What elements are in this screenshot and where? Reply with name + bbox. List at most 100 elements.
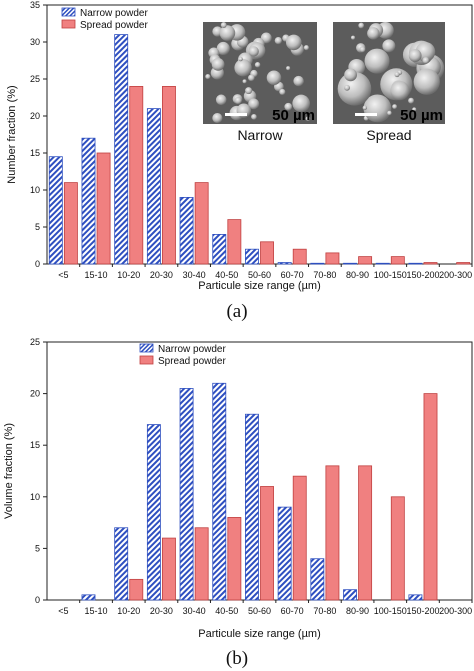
x-axis-label: Particule size range (µm) bbox=[198, 628, 321, 640]
spread-bar-10 bbox=[390, 496, 405, 601]
chart-panel-0: 0 5 10 15 20 25 30 35 <5 15-10 10-20 20-30 30-40 40-5… bbox=[6, 0, 473, 322]
scale-bar-label: 50 µm bbox=[400, 107, 443, 124]
particle bbox=[220, 22, 227, 28]
legend-swatch-0 bbox=[139, 343, 154, 353]
particle bbox=[350, 35, 356, 40]
x-tick-label: 200-300 bbox=[439, 606, 472, 616]
legend-label-0: Narrow powder bbox=[158, 344, 226, 355]
particle bbox=[358, 22, 365, 29]
spread-bar-3 bbox=[162, 86, 176, 265]
inset-micrograph-1: 50 µm Spread bbox=[333, 22, 445, 143]
spread-bar-9 bbox=[358, 256, 373, 265]
x-tick-label: 15-10 bbox=[85, 606, 108, 616]
spread-bar-1 bbox=[96, 152, 111, 265]
particle bbox=[279, 88, 286, 96]
spread-bar-2 bbox=[129, 86, 144, 265]
narrow-bar-9 bbox=[343, 589, 357, 601]
spread-bar-11 bbox=[423, 393, 438, 601]
spread-bar-4 bbox=[194, 527, 209, 601]
panel-label: (b) bbox=[226, 648, 248, 669]
y-tick-label: 0 bbox=[35, 259, 40, 269]
particle bbox=[216, 41, 230, 56]
narrow-bar-9 bbox=[343, 262, 357, 265]
narrow-bar-4 bbox=[179, 196, 194, 265]
particle bbox=[285, 34, 302, 51]
particle bbox=[382, 39, 396, 53]
x-tick-label: 70-80 bbox=[313, 270, 336, 280]
x-tick-label: 150-200 bbox=[406, 270, 439, 280]
spread-bar-6 bbox=[260, 241, 274, 265]
spread-bar-9 bbox=[358, 465, 373, 601]
particle bbox=[408, 49, 422, 62]
scale-bar bbox=[225, 113, 247, 116]
legend-label-1: Spread powder bbox=[80, 20, 148, 31]
spread-bar-7 bbox=[292, 248, 307, 265]
particle bbox=[367, 27, 380, 40]
y-tick-label: 30 bbox=[30, 37, 40, 47]
y-tick-label: 5 bbox=[35, 543, 40, 553]
spread-bar-8 bbox=[325, 252, 340, 265]
x-tick-label: 30-40 bbox=[183, 606, 206, 616]
narrow-bar-1 bbox=[81, 594, 96, 601]
y-tick-label: 25 bbox=[30, 337, 40, 347]
narrow-bar-6 bbox=[245, 413, 259, 601]
y-tick-label: 10 bbox=[30, 185, 40, 195]
x-tick-label: 60-70 bbox=[281, 270, 304, 280]
narrow-bar-11 bbox=[408, 262, 423, 265]
narrow-bar-8 bbox=[310, 558, 325, 601]
particle bbox=[248, 74, 255, 82]
particle bbox=[205, 74, 211, 80]
narrow-bar-3 bbox=[146, 424, 161, 601]
inset-micrograph-0: 50 µm Narrow bbox=[203, 22, 317, 143]
x-tick-label: 50-60 bbox=[248, 270, 271, 280]
particle bbox=[344, 84, 351, 91]
legend-label-0: Narrow powder bbox=[80, 8, 148, 19]
particle bbox=[387, 110, 392, 116]
legend-swatch-1 bbox=[61, 19, 76, 29]
x-tick-label: 100-150 bbox=[374, 270, 407, 280]
y-tick-label: 15 bbox=[30, 440, 40, 450]
x-tick-label: 15-10 bbox=[85, 270, 108, 280]
x-tick-label: 20-30 bbox=[150, 270, 173, 280]
spread-bar-5 bbox=[227, 517, 242, 601]
particle bbox=[248, 98, 260, 110]
x-tick-label: 150-200 bbox=[406, 606, 439, 616]
spread-bar-12 bbox=[456, 262, 471, 265]
particle bbox=[364, 48, 390, 74]
scale-bar-label: 50 µm bbox=[272, 107, 315, 124]
particle bbox=[344, 68, 357, 82]
spread-bar-7 bbox=[292, 475, 307, 601]
spread-bar-2 bbox=[129, 578, 144, 601]
particle bbox=[422, 56, 430, 64]
narrow-bar-7 bbox=[277, 506, 292, 601]
inset-caption: Spread bbox=[366, 127, 411, 143]
x-tick-label: 80-90 bbox=[346, 270, 369, 280]
spread-bar-5 bbox=[227, 219, 242, 265]
particle bbox=[266, 70, 282, 86]
panel-label: (a) bbox=[226, 301, 247, 322]
particle bbox=[251, 114, 257, 120]
particle bbox=[234, 96, 242, 105]
y-tick-label: 25 bbox=[30, 74, 40, 84]
scale-bar bbox=[355, 113, 377, 116]
particle bbox=[408, 97, 415, 104]
y-tick-label: 0 bbox=[35, 595, 40, 605]
x-tick-label: 80-90 bbox=[346, 606, 369, 616]
spread-bar-6 bbox=[260, 486, 274, 601]
spread-bar-0 bbox=[63, 182, 78, 265]
y-tick-label: 35 bbox=[30, 0, 40, 10]
narrow-bar-11 bbox=[408, 594, 423, 601]
spread-bar-4 bbox=[194, 182, 209, 265]
particle bbox=[242, 79, 247, 84]
particle bbox=[392, 104, 398, 110]
x-tick-label: 10-20 bbox=[117, 606, 140, 616]
particle bbox=[412, 107, 417, 112]
x-tick-label: 40-50 bbox=[215, 270, 238, 280]
particle bbox=[248, 46, 259, 57]
particle bbox=[292, 94, 310, 113]
particle bbox=[254, 62, 261, 68]
particle bbox=[219, 25, 236, 41]
y-tick-label: 15 bbox=[30, 148, 40, 158]
x-tick-label: 200-300 bbox=[439, 270, 472, 280]
